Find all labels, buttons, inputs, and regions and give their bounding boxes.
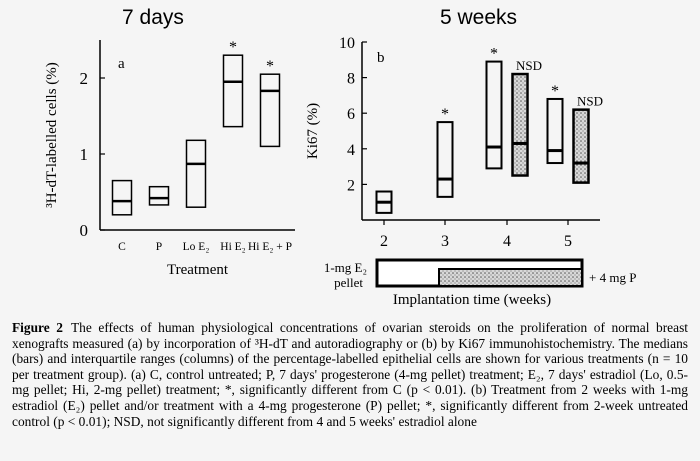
significance-marker-b: * (441, 106, 449, 123)
x-tick-label-a: Hi E₂ (220, 241, 245, 253)
significance-marker-b: * (551, 83, 559, 100)
nsd-label-b: NSD (516, 58, 542, 73)
figure-charts: 0 1 2 a ³H-dT-labelled cells (%) C P Lo E₂ * Hi E… (44, 35, 636, 308)
y-axis-label-b: Ki67 (%) (305, 103, 321, 159)
y-tick-label-a: 1 (80, 145, 89, 164)
panel-letter-b: b (377, 50, 385, 66)
iqr-box-shaded-b (572, 108, 590, 184)
panel-a-title: 7 days (122, 6, 184, 29)
panel-letter-a: a (118, 56, 125, 72)
treatment-label-2: pellet (334, 275, 363, 290)
x-tick-label-b: 3 (441, 233, 449, 250)
y-tick-label-b: 2 (347, 177, 355, 194)
x-tick-label-a: Lo E₂ (183, 241, 210, 253)
x-axis-label-b: Implantation time (weeks) (393, 292, 551, 308)
nsd-label-b: NSD (577, 94, 603, 109)
x-tick-label-b: 2 (380, 233, 388, 250)
figure-label: Figure 2 (12, 320, 63, 335)
x-tick-label-a: C (118, 241, 126, 253)
iqr-box-a (111, 179, 133, 216)
y-tick-label-b: 4 (347, 142, 355, 159)
treatment-label-right: + 4 mg P (589, 270, 636, 285)
iqr-box-a (259, 73, 281, 148)
iqr-box-b (485, 60, 503, 170)
y-tick-label-b: 8 (347, 71, 355, 88)
iqr-box-a (185, 139, 207, 208)
significance-marker-a: * (266, 58, 274, 75)
iqr-box-shaded-b (511, 72, 529, 177)
panel-a-chart: 0 1 2 a ³H-dT-labelled cells (%) C P Lo E₂ * Hi E… (44, 39, 295, 278)
x-tick-label-b: 4 (503, 233, 511, 250)
significance-marker-a: * (229, 39, 237, 56)
iqr-box-b (436, 121, 454, 198)
x-tick-label-b: 5 (564, 233, 572, 250)
x-tick-label-a: Hi E₂ + P (248, 241, 292, 253)
treatment-label-1: 1-mg E₂ (324, 260, 367, 275)
x-tick-label-a: P (156, 241, 162, 253)
significance-marker-b: * (490, 46, 498, 63)
figure-caption: Figure 2 The effects of human physiologic… (12, 320, 688, 429)
x-axis-label-a: Treatment (167, 262, 229, 278)
y-tick-label-a: 0 (80, 221, 89, 240)
y-tick-label-b: 6 (347, 106, 355, 123)
y-tick-label-b: 10 (339, 35, 355, 52)
iqr-box-a (148, 185, 170, 206)
iqr-box-b (546, 97, 564, 165)
y-axis-label-a: ³H-dT-labelled cells (%) (44, 62, 60, 208)
y-tick-label-a: 2 (80, 69, 89, 88)
progesterone-bar (438, 268, 583, 287)
iqr-box-a (222, 54, 244, 128)
panel-b-title: 5 weeks (440, 6, 518, 29)
caption-text: The effects of human physiological conce… (12, 320, 689, 429)
panel-b-chart: 2 4 6 8 10 b Ki67 (%) 2 3 4 5 * * NSD * NSD 1-mg E₂pelle… (305, 35, 636, 308)
